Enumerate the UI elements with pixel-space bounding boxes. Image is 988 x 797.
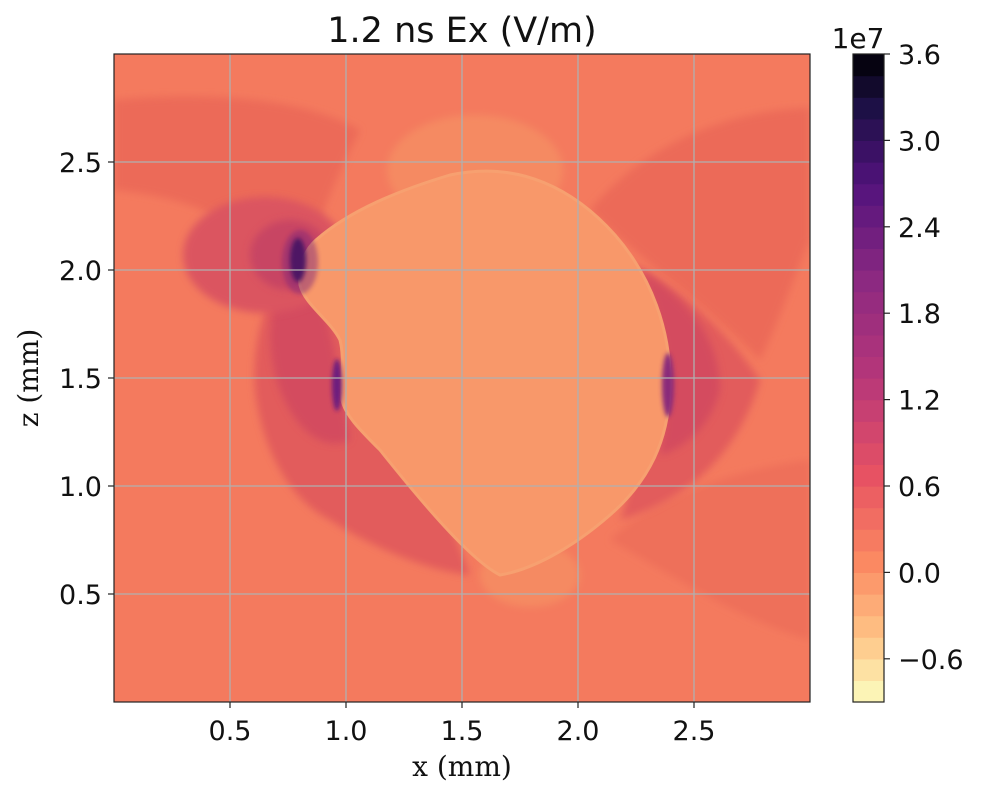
x-tick-label: 2.0: [557, 716, 600, 747]
colorbar-level: [853, 291, 884, 314]
colorbar-level: [853, 464, 884, 487]
hotspot-upper-left-halo: [282, 230, 318, 294]
colorbar-level: [853, 183, 884, 206]
x-tick-label: 1.0: [325, 716, 368, 747]
hotspot-right: [662, 353, 674, 417]
grid-horizontal: [114, 161, 810, 595]
contour-upper-right: [590, 108, 810, 360]
colorbar-multiplier: 1e7: [832, 22, 885, 55]
colorbar-level: [853, 356, 884, 379]
colorbar-tick-label: 3.0: [898, 126, 941, 157]
chart-title: 1.2 ns Ex (V/m): [327, 11, 596, 51]
colorbar-level: [853, 658, 884, 681]
colorbar-level: [853, 313, 884, 336]
colorbar-tick-label: 2.4: [898, 213, 941, 244]
colorbar-level: [853, 118, 884, 141]
colorbar-level: [853, 680, 884, 703]
colorbar-tick-label: 1.2: [898, 386, 941, 417]
colorbar-tick-label: 0.0: [898, 558, 941, 589]
colorbar-level: [853, 550, 884, 573]
colorbar-tick-label: 0.6: [898, 472, 941, 503]
x-axis-ticks: 0.5 1.0 1.5 2.0 2.5: [209, 702, 716, 747]
hotspot-left-mid: [332, 359, 342, 411]
y-axis-label: z (mm): [12, 329, 45, 428]
colorbar-level: [853, 75, 884, 98]
colorbar-tick-label: 1.8: [898, 299, 941, 330]
colorbar-level: [853, 248, 884, 271]
colorbar-tick-label: 3.6: [898, 40, 941, 71]
x-tick-label: 0.5: [209, 716, 252, 747]
colorbar-level: [853, 140, 884, 163]
colorbar-frame: [852, 53, 885, 703]
colorbar-level: [853, 572, 884, 595]
contour-lower-right: [610, 460, 810, 640]
colorbar-tick-label: −0.6: [898, 645, 964, 676]
colorbar-level: [853, 399, 884, 422]
colorbar-level: [853, 205, 884, 228]
colorbar-level: [853, 594, 884, 617]
x-tick-label: 2.5: [673, 716, 716, 747]
colorbar-level: [853, 507, 884, 530]
colorbar-level: [853, 378, 884, 401]
colorbar-level: [853, 529, 884, 552]
y-tick-label: 2.5: [59, 148, 102, 179]
y-axis-ticks: 0.5 1.0 1.5 2.0 2.5: [59, 148, 114, 611]
colorbar-level: [853, 334, 884, 357]
x-tick-label: 1.5: [441, 716, 484, 747]
y-tick-label: 1.5: [59, 364, 102, 395]
y-tick-label: 0.5: [59, 580, 102, 611]
colorbar: −0.6 0.0 0.6 1.2 1.8 2.4 3.0 3.6: [852, 40, 964, 703]
colorbar-level: [853, 162, 884, 185]
y-tick-label: 2.0: [59, 256, 102, 287]
colorbar-level: [853, 615, 884, 638]
colorbar-level: [853, 637, 884, 660]
x-axis-label: x (mm): [412, 750, 512, 783]
plot-area: [114, 54, 810, 702]
colorbar-level: [853, 442, 884, 465]
colorbar-level: [853, 486, 884, 509]
field-contours: [114, 96, 810, 640]
colorbar-level: [853, 97, 884, 120]
y-tick-label: 1.0: [59, 472, 102, 503]
colorbar-level: [853, 226, 884, 249]
colorbar-level: [853, 421, 884, 444]
colorbar-level: [853, 270, 884, 293]
colorbar-level: [853, 54, 884, 77]
